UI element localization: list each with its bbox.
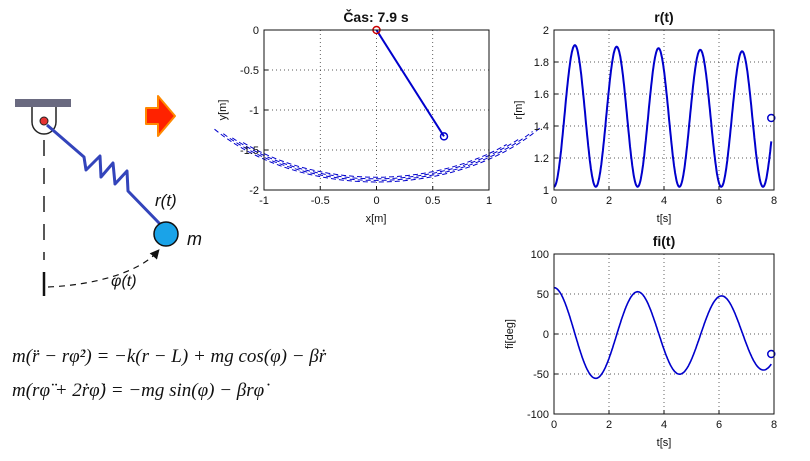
x-tick-label: -1 [259, 195, 269, 207]
chart-marks [553, 44, 776, 188]
y-axis-label: y[m] [217, 100, 229, 121]
current-marker [767, 349, 776, 359]
red-arrow-icon [145, 95, 176, 137]
pendulum-diagram: r(t) m φ(t) [15, 99, 202, 296]
equation-angular: m(rφ̈ + 2ṙφ̇) = −mg sin(φ) − βrφ̇ [12, 380, 265, 401]
x-tick-label: 0 [373, 195, 379, 207]
y-tick-label: 1.4 [534, 121, 549, 133]
y-tick-label: -1 [249, 105, 259, 117]
y-tick-label: -50 [533, 369, 549, 381]
tick-labels: -1 -0.5 0 0.5 1 0 -0.5 -1 -1.5 -2 [240, 25, 492, 207]
y-tick-label: 50 [537, 289, 549, 301]
chart-title: r(t) [654, 9, 673, 25]
tick-labels: 0 2 4 6 8 1 1.2 1.4 1.6 1.8 2 [534, 25, 777, 207]
x-tick-label: 0 [551, 195, 557, 207]
y-tick-label: -1.5 [240, 145, 259, 157]
y-axis-label: fi[deg] [504, 319, 516, 349]
x-tick-label: 8 [771, 195, 777, 207]
x-tick-label: 2 [606, 419, 612, 431]
y-tick-label: 100 [531, 249, 549, 261]
chart-title: fi(t) [653, 233, 676, 249]
y-tick-label: -100 [527, 409, 549, 421]
x-tick-label: 6 [716, 195, 722, 207]
mass-ball [153, 221, 179, 247]
y-tick-label: 2 [543, 25, 549, 37]
x-tick-label: 6 [716, 419, 722, 431]
y-tick-label: 1.8 [534, 57, 549, 69]
pivot-point [39, 116, 49, 126]
y-tick-label: -2 [249, 185, 259, 197]
ceiling-support [15, 99, 71, 107]
x-tick-label: 8 [771, 419, 777, 431]
y-axis-label: r[m] [513, 101, 525, 120]
x-tick-label: -0.5 [311, 195, 330, 207]
radius-label: r(t) [155, 191, 177, 210]
chart-marks [214, 25, 542, 183]
pendulum-rod [375, 29, 445, 137]
fi-chart: 0 2 4 6 8 100 50 0 -50 -100 fi(t) t[s] fi[deg] [504, 233, 777, 449]
chart-title: Čas: 7.9 s [343, 8, 409, 25]
tick-labels: 0 2 4 6 8 100 50 0 -50 -100 [527, 249, 777, 431]
mass-marker [439, 132, 449, 141]
trajectory-trace [223, 131, 533, 181]
chart-border [553, 253, 775, 415]
x-tick-label: 0.5 [425, 195, 440, 207]
x-tick-label: 1 [486, 195, 492, 207]
r-series-line [553, 44, 773, 188]
current-marker [767, 113, 776, 123]
x-tick-label: 2 [606, 195, 612, 207]
r-chart: 0 2 4 6 8 1 1.2 1.4 1.6 1.8 2 r(t) t[s] r[m] [513, 9, 777, 225]
x-tick-label: 4 [661, 419, 667, 431]
trajectory-trace [214, 126, 542, 183]
x-axis-label: t[s] [657, 437, 672, 449]
chart-border [553, 29, 775, 191]
y-tick-label: -0.5 [240, 65, 259, 77]
trajectory-trace [242, 142, 507, 178]
y-tick-label: 1.2 [534, 153, 549, 165]
x-tick-label: 4 [661, 195, 667, 207]
chart-border [263, 29, 490, 191]
x-axis-label: t[s] [657, 213, 672, 225]
mass-label: m [187, 229, 202, 249]
spring [46, 123, 162, 226]
x-tick-label: 0 [551, 419, 557, 431]
angle-arc-arrow [47, 249, 160, 288]
trajectory-chart: -1 -0.5 0 0.5 1 0 -0.5 -1 -1.5 -2 Čas: 7.9 s x[m]… [214, 8, 542, 225]
y-tick-label: 1 [543, 185, 549, 197]
equation-radial: m(r̈ − rφ̇²) = −k(r − L) + mg cos(φ) − β… [12, 346, 327, 367]
x-axis-label: x[m] [366, 213, 387, 225]
chart-marks [553, 286, 776, 380]
y-tick-label: 0 [253, 25, 259, 37]
fi-series-line [553, 286, 772, 380]
y-tick-label: 0 [543, 329, 549, 341]
y-tick-label: 1.6 [534, 89, 549, 101]
angle-label: φ(t) [111, 273, 137, 290]
